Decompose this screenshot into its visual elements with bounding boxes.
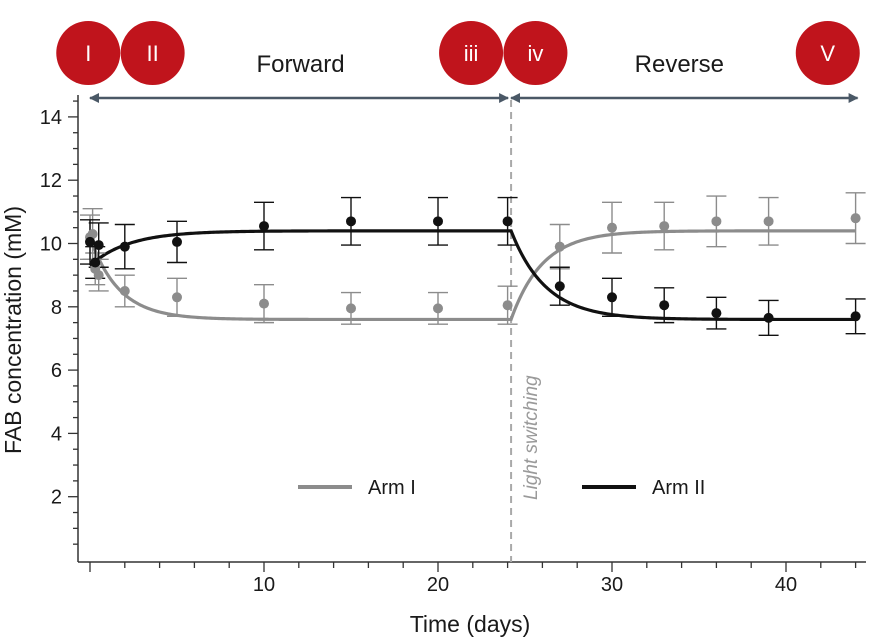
y-axis-ticks: 2 4 6 8 10 12 14 (40, 100, 78, 545)
data-point-arm-1 (554, 241, 565, 252)
data-point-arm-1 (119, 285, 130, 296)
x-tick-label: 30 (601, 574, 623, 596)
y-tick-label: 6 (51, 360, 62, 382)
y-tick-label: 14 (40, 107, 62, 129)
data-point-arm-1 (346, 303, 356, 314)
x-axis-ticks: 10 20 30 40 (89, 562, 857, 596)
stage-badge-label: iii (464, 41, 479, 66)
y-tick-label: 4 (51, 423, 62, 445)
stage-badge-label: II (147, 41, 159, 66)
fit-curves (88, 229, 856, 322)
stage-badge-label: V (820, 41, 835, 66)
fit-curve-arm-1 (88, 229, 856, 322)
x-tick-label: 40 (775, 574, 797, 596)
light-switching-annotation: Light switching (521, 375, 542, 500)
data-point-arm-1 (502, 300, 513, 311)
data-point-arm-2 (346, 216, 356, 227)
phase-arrows: Forward Reverse (89, 51, 859, 103)
stage-badge-2 (120, 21, 185, 85)
data-point-arm-2 (554, 281, 565, 292)
fit-curve-arm-2 (88, 229, 856, 322)
stage-badge-5 (795, 21, 860, 85)
x-axis-title: Time (days) (410, 611, 531, 637)
data-point-arm-2 (607, 292, 617, 303)
data-point-arm-2 (502, 216, 513, 227)
data-point-arm-2 (90, 257, 101, 268)
data-point-arm-2 (172, 236, 182, 247)
data-point-arm-1 (433, 303, 443, 314)
data-point-arm-1 (763, 216, 774, 227)
data-point-arm-2 (93, 240, 104, 251)
error-bars (80, 192, 866, 336)
data-point-arm-1 (711, 216, 722, 227)
data-points (85, 213, 861, 323)
data-point-arm-1 (259, 298, 269, 309)
y-tick-label: 12 (40, 170, 62, 192)
legend-label-arm-1: Arm I (368, 477, 416, 499)
data-point-arm-2 (763, 312, 774, 323)
data-point-arm-2 (850, 311, 861, 322)
data-point-arm-1 (93, 270, 104, 281)
stage-badges: I II iii iv V (56, 21, 860, 85)
y-tick-label: 10 (40, 234, 62, 256)
data-point-arm-1 (607, 222, 617, 233)
y-tick-label: 2 (51, 487, 62, 509)
data-point-arm-1 (659, 221, 670, 232)
data-point-arm-2 (711, 308, 722, 319)
data-point-arm-2 (85, 236, 95, 247)
data-point-arm-2 (259, 221, 269, 232)
data-point-arm-1 (850, 213, 861, 224)
data-point-arm-2 (119, 241, 130, 252)
y-tick-label: 8 (51, 297, 62, 319)
data-point-arm-1 (172, 292, 182, 303)
stage-badge-label: iv (527, 41, 543, 66)
phase-label: Reverse (635, 51, 724, 78)
stage-badge-4 (503, 21, 568, 85)
y-axis-title: FAB concentration (mM) (0, 206, 26, 454)
legend-label-arm-2: Arm II (652, 477, 705, 499)
stage-badge-1 (56, 21, 121, 85)
data-point-arm-2 (659, 300, 670, 311)
data-point-arm-1 (87, 229, 98, 240)
x-tick-label: 10 (253, 574, 275, 596)
data-point-arm-2 (433, 216, 443, 227)
x-tick-label: 20 (427, 574, 449, 596)
phase-label: Forward (257, 51, 345, 78)
legend: Arm I Arm II (298, 477, 705, 499)
stage-badge-3 (439, 21, 504, 85)
stage-badge-label: I (85, 41, 91, 66)
